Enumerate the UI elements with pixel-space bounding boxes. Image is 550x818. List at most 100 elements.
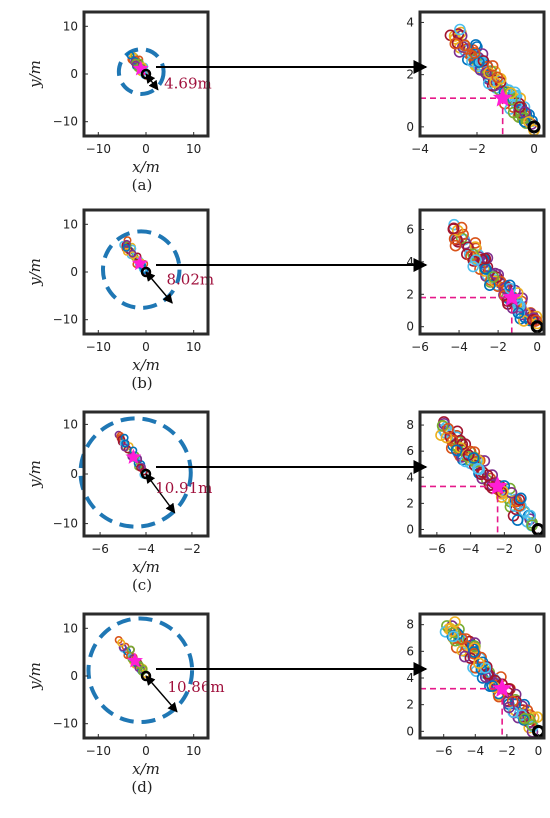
scatter-point [473,56,485,69]
x-tick-label: −6 [435,744,453,758]
y-tick-label: 6 [406,444,414,458]
scatter-point [442,422,455,435]
y-tick-label: 2 [406,68,414,82]
x-tick-label: −4 [450,340,468,354]
scatter-point [503,279,516,292]
y-tick-label: 10 [63,19,78,33]
x-tick-label: −4 [466,744,484,758]
y-tick-label: −10 [53,313,78,327]
scatter-point [473,657,485,670]
scatter-point [447,222,460,235]
x-tick-label: 0 [533,340,541,354]
x-tick-label: 0 [534,542,542,556]
scatter-point [512,299,524,312]
scatter-point [455,221,468,234]
scatter-point [467,248,479,260]
x-tick-label: −2 [498,744,516,758]
panel-row-d: 10.86m −10 0 10 10 0 −10 x/m y/m (d) −6 −4 −2 0 0 2 4 6 8 [26,612,546,796]
goal-marker [527,120,541,134]
y-tick-label: 10 [63,621,78,635]
x-tick-label: −10 [86,744,111,758]
panel-row-c: 10.91m −6 −4 −2 10 0 −10 x/m y/m (c) −6 −4 −2 0 0 2 4 6 8 [26,410,546,594]
x-tick-label: 0 [142,744,150,758]
right-subplot: −6 −4 −2 0 0 2 4 6 8 [406,410,546,556]
scatter-point [515,492,527,505]
x-tick-label: −6 [411,340,429,354]
y-tick-label: 0 [70,669,78,683]
x-axis-label: x/m [132,356,160,374]
best-point-star [501,287,522,306]
y-tick-label: 0 [406,320,414,334]
y-axis-label: y/m [26,460,44,489]
radius-arrow [145,675,178,713]
scatter-point [486,469,499,481]
scatter-point [136,463,145,472]
scatter-point [469,39,482,51]
x-tick-label: −10 [86,340,111,354]
y-tick-label: 0 [406,522,414,536]
scatter-point [503,701,515,714]
radius-arrow [145,473,176,514]
scatter-point [447,630,460,643]
scatter-point [120,443,129,452]
scatter-point [513,493,526,506]
scatter-point [450,444,463,457]
y-tick-label: −10 [53,115,78,129]
right-subplot: −4 −2 0 0 2 4 [406,10,546,156]
panel-row-b: 8.02m −10 0 10 10 0 −10 x/m y/m (b) −6 −4 −2 0 0 2 4 6 [26,208,546,392]
x-tick-label: 0 [530,142,538,156]
x-tick-label: −4 [462,542,480,556]
y-tick-label: 0 [70,265,78,279]
x-tick-label: 10 [186,142,201,156]
panel-caption: (b) [131,374,152,392]
scatter-point [518,712,531,725]
y-tick-label: 6 [406,222,414,236]
x-tick-label: −6 [91,542,109,556]
x-tick-label: −4 [411,142,429,156]
scatter-point [116,431,125,440]
scatter-point [467,452,480,464]
scatter-point [454,23,466,36]
scatter-point [128,249,137,258]
scatter-point [464,652,477,664]
scatter-point [467,646,480,658]
y-tick-label: 4 [406,671,414,685]
y-tick-label: 4 [406,470,414,484]
y-tick-label: 6 [406,644,414,658]
x-tick-label: 0 [535,744,543,758]
y-tick-label: −10 [53,517,78,531]
scatter-point [468,47,481,59]
scatter-point [122,243,131,252]
scatter-point [459,39,471,52]
y-tick-label: 4 [406,255,414,269]
radius-annotation: 10.86m [167,678,224,696]
left-subplot: 10.86m −10 0 10 10 0 −10 x/m y/m [26,612,225,778]
scatter-point [449,239,462,252]
best-point-star [131,255,148,271]
scatter-point [121,439,130,448]
x-tick-label: 10 [186,744,201,758]
right-subplot: −6 −4 −2 0 0 2 4 6 8 [406,612,546,758]
scatter-point [509,698,522,710]
x-tick-label: −2 [468,142,486,156]
y-tick-label: 4 [406,15,414,29]
y-tick-label: 0 [70,467,78,481]
radius-arrow [145,73,159,91]
y-tick-label: 10 [63,217,78,231]
best-point-star [492,678,512,697]
scatter-point [126,645,135,654]
scatter-point [436,419,449,432]
y-axis-label: y/m [26,258,44,287]
scatter-point [486,60,499,72]
scatter-point [467,260,480,273]
scatter-point [523,713,536,726]
radius-annotation: 10.91m [155,479,212,497]
y-tick-label: 0 [406,724,414,738]
panel-caption: (c) [132,576,152,594]
y-tick-label: 8 [406,618,414,632]
y-axis-label: y/m [26,662,44,691]
scatter-point [502,695,515,708]
best-point-star [127,652,143,668]
right-subplot: −6 −4 −2 0 0 2 4 6 [406,208,546,354]
